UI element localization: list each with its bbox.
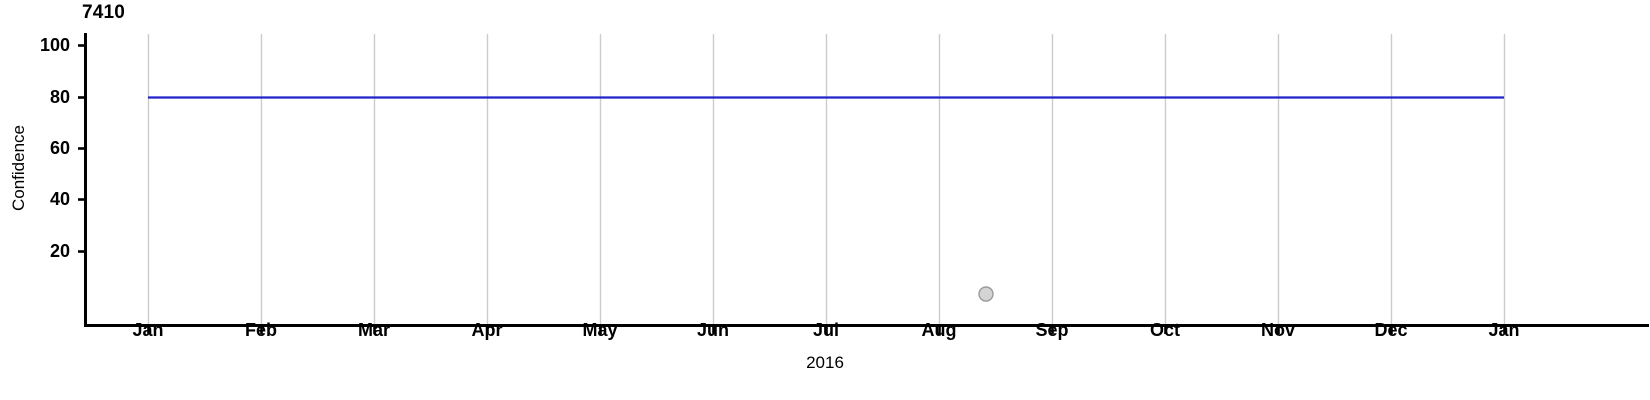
x-tick-label-feb: Feb [244, 320, 277, 340]
x-tick-label-oct: Oct [1149, 320, 1180, 340]
y-tick-label-60: 60 [49, 138, 70, 158]
x-tick-label-jul: Jul [812, 320, 839, 340]
x-tick-label-dec: Dec [1374, 320, 1408, 340]
x-tick-label-aug: Aug [921, 320, 957, 340]
x-axis-title: 2016 [806, 353, 844, 372]
observation-scatter-series [978, 286, 994, 302]
y-tick-label-40: 40 [49, 189, 70, 209]
axis-spines [84, 33, 1649, 327]
x-tick-label-jan-start: Jan [132, 320, 164, 340]
y-tick-label-20: 20 [49, 241, 70, 261]
y-tick-label-80: 80 [49, 87, 70, 107]
x-tick-label-jan-end: Jan [1488, 320, 1520, 340]
y-axis-ticks [78, 44, 86, 253]
x-axis-ticks [147, 325, 1506, 334]
y-tick-label-100: 100 [39, 35, 70, 55]
x-tick-label-mar: Mar [357, 320, 390, 340]
x-tick-label-apr: Apr [471, 320, 503, 340]
scatter-point [978, 286, 994, 302]
gridlines [147, 34, 1506, 325]
chart-title: 7410 [82, 2, 126, 23]
x-tick-label-sep: Sep [1035, 320, 1069, 340]
x-tick-label-jun: Jun [696, 320, 729, 340]
x-tick-label-nov: Nov [1260, 320, 1295, 340]
x-tick-label-may: May [582, 320, 618, 340]
